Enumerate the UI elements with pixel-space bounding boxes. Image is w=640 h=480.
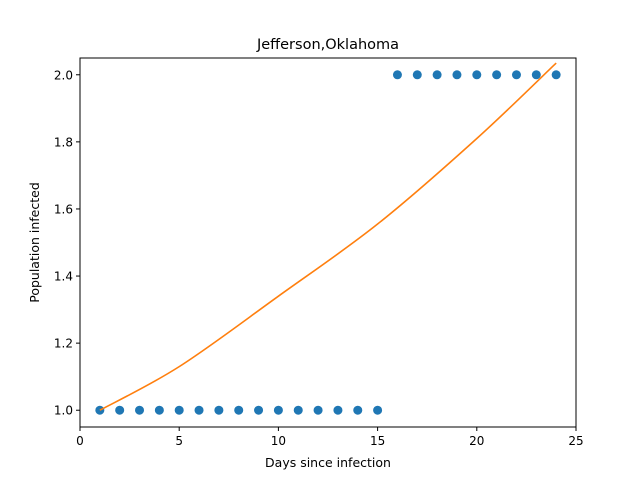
- scatter-point: [353, 405, 363, 415]
- x-tick-label: 20: [469, 434, 484, 448]
- scatter-point: [273, 405, 283, 415]
- scatter-point: [511, 70, 521, 80]
- scatter-point: [392, 70, 402, 80]
- y-axis: 1.0 1.2 1.4 1.6 1.8 2.0: [54, 68, 80, 418]
- y-axis-label: Population infected: [27, 182, 42, 303]
- scatter-point: [174, 405, 184, 415]
- scatter-point: [531, 70, 541, 80]
- y-tick-label: 1.8: [54, 135, 73, 149]
- x-axis: 0 5 10 15 20 25: [76, 427, 584, 448]
- y-tick-label: 1.2: [54, 337, 73, 351]
- scatter-point: [452, 70, 462, 80]
- scatter-point: [472, 70, 482, 80]
- fit-curve: [99, 62, 557, 411]
- scatter-point: [432, 70, 442, 80]
- scatter-point: [551, 70, 561, 80]
- y-tick-label: 1.0: [54, 404, 73, 418]
- x-tick-label: 5: [175, 434, 183, 448]
- y-tick-label: 1.4: [54, 270, 73, 284]
- scatter-point: [135, 405, 145, 415]
- scatter-point: [194, 405, 204, 415]
- x-axis-label: Days since infection: [265, 455, 391, 470]
- scatter-point: [333, 405, 343, 415]
- scatter-point: [373, 405, 383, 415]
- scatter-point: [254, 405, 264, 415]
- scatter-point: [214, 405, 224, 415]
- y-tick-label: 1.6: [54, 202, 73, 216]
- y-tick-label: 2.0: [54, 68, 73, 82]
- x-tick-label: 25: [568, 434, 583, 448]
- scatter-point: [293, 405, 303, 415]
- x-tick-label: 0: [76, 434, 84, 448]
- chart-title: Jefferson,Oklahoma: [256, 37, 399, 53]
- scatter-point: [492, 70, 502, 80]
- x-tick-label: 15: [370, 434, 385, 448]
- scatter-point: [115, 405, 125, 415]
- x-tick-label: 10: [271, 434, 286, 448]
- scatter-point: [412, 70, 422, 80]
- plot-frame: [79, 57, 577, 428]
- scatter-point: [234, 405, 244, 415]
- scatter-point: [154, 405, 164, 415]
- plot-area: [95, 62, 561, 415]
- scatter-point: [313, 405, 323, 415]
